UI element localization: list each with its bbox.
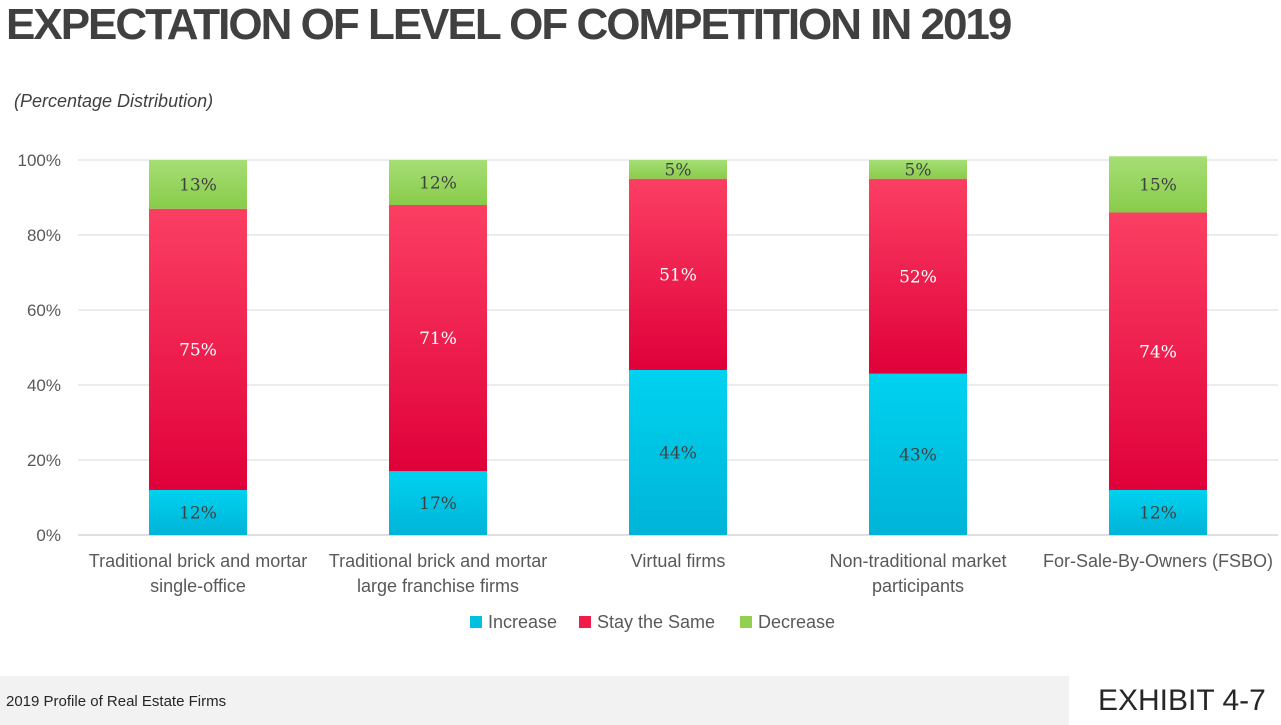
bar-segment-stay-the-same	[629, 178, 727, 370]
legend-label: Stay the Same	[597, 612, 715, 632]
bar-segment-decrease	[149, 160, 247, 209]
x-tick-label: Virtual firms	[631, 551, 726, 571]
legend-swatch-stay-the-same	[579, 616, 591, 628]
x-tick-label: Traditional brick and mortar single-offic…	[89, 551, 307, 596]
bar-segment-increase	[389, 471, 487, 535]
stacked-bar-chart: 12% 75% 13% 17% 71% 12% 44% 51% 5% 43% 52% 5% 12% 74%…	[18, 151, 1278, 632]
data-label: 74%	[1139, 342, 1177, 362]
bar-segment-stay-the-same	[149, 208, 247, 490]
data-label: 44%	[659, 444, 697, 464]
y-tick-label: 0%	[36, 526, 61, 545]
bar-segment-stay-the-same	[869, 178, 967, 374]
bar-segment-stay-the-same	[1109, 212, 1207, 490]
data-label: 12%	[179, 504, 217, 524]
bar-segment-decrease	[389, 160, 487, 205]
page-title: EXPECTATION OF LEVEL OF COMPETITION IN 2…	[6, 0, 1012, 49]
data-label: 13%	[179, 175, 217, 195]
data-label: 5%	[905, 160, 932, 180]
data-label: 51%	[659, 265, 697, 285]
legend-label: Increase	[488, 612, 557, 632]
data-label: 52%	[899, 267, 937, 287]
chart-subtitle: (Percentage Distribution)	[14, 91, 214, 111]
exhibit-box	[1069, 676, 1281, 725]
y-tick-label: 40%	[27, 376, 61, 395]
data-label: 17%	[419, 494, 457, 514]
bar-segment-increase	[629, 370, 727, 535]
y-tick-label: 20%	[27, 451, 61, 470]
bar-segment-increase	[869, 373, 967, 535]
data-label: 12%	[1139, 504, 1177, 524]
y-tick-label: 60%	[27, 301, 61, 320]
exhibit-label: EXHIBIT 4-7	[1098, 684, 1266, 717]
bar-segment-increase	[149, 490, 247, 535]
data-label: 71%	[419, 329, 457, 349]
data-label: 43%	[899, 445, 937, 465]
y-tick-label: 100%	[18, 151, 61, 170]
x-tick-label: For-Sale-By-Owners (FSBO)	[1043, 551, 1273, 571]
bar-segment-increase	[1109, 490, 1207, 535]
data-label: 15%	[1139, 175, 1177, 195]
y-tick-label: 80%	[27, 226, 61, 245]
legend-label: Decrease	[758, 612, 835, 632]
bar-segment-decrease	[869, 160, 967, 179]
data-label: 5%	[665, 160, 692, 180]
x-tick-label: Non-traditional market participants	[829, 551, 1006, 596]
data-label: 12%	[419, 174, 457, 194]
legend-swatch-decrease	[740, 616, 752, 628]
data-label: 75%	[179, 340, 217, 360]
bar-segment-decrease	[629, 160, 727, 179]
footer-bar	[0, 676, 1281, 725]
footer-source: 2019 Profile of Real Estate Firms	[6, 693, 227, 710]
legend-swatch-increase	[470, 616, 482, 628]
bar-segment-stay-the-same	[389, 205, 487, 472]
x-tick-label: Traditional brick and mortar large franch…	[329, 551, 547, 596]
bar-segment-decrease	[1109, 156, 1207, 213]
